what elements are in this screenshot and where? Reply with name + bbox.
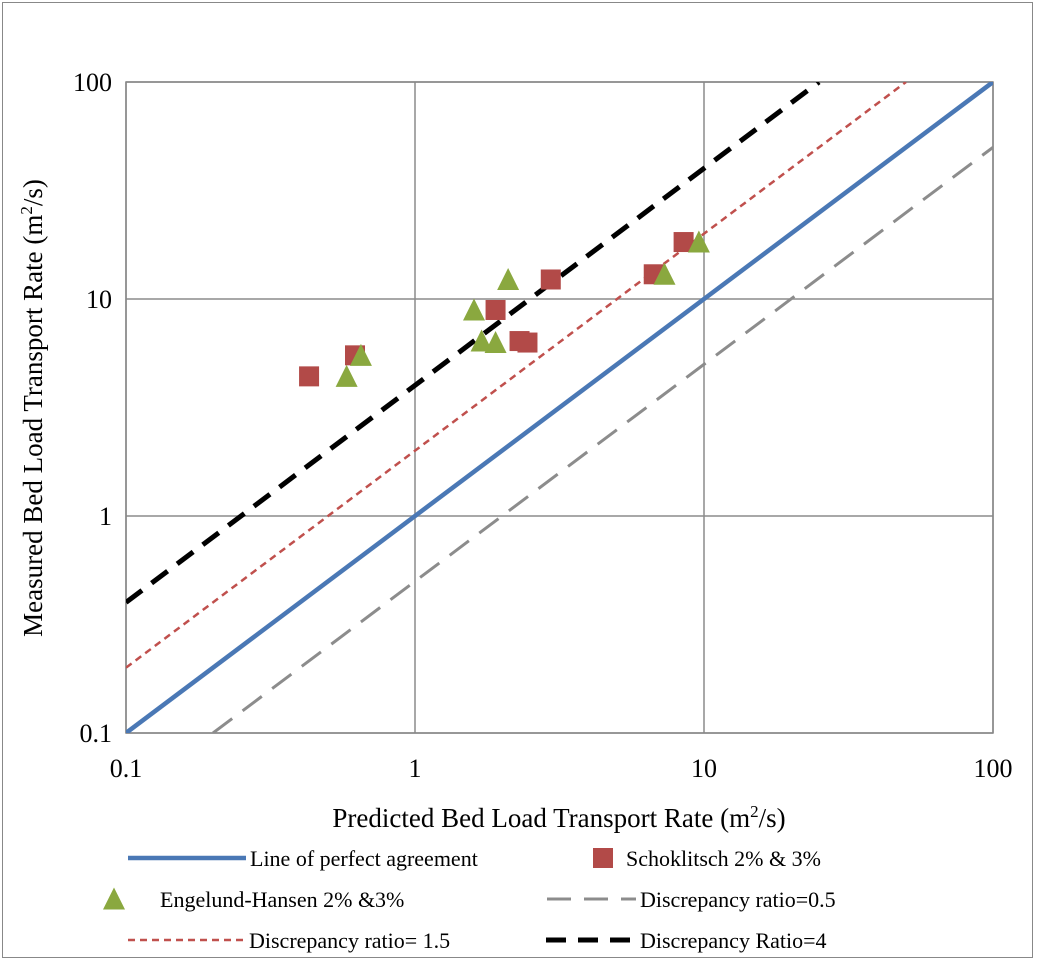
y-tick-label: 10 (86, 285, 112, 314)
y-tick-label: 100 (73, 68, 112, 97)
x-tick-label: 1 (409, 754, 422, 783)
data-point-triangle (687, 230, 710, 253)
x-tick-label: 100 (974, 754, 1013, 783)
data-markers (299, 230, 710, 387)
data-point-square (485, 299, 506, 320)
series-line-0 (126, 82, 993, 733)
legend-marker-swatch (103, 887, 125, 910)
y-axis-title: Measured Bed Load Transport Rate (m2/s) (17, 179, 48, 637)
data-point-triangle (470, 329, 493, 352)
data-point-square (517, 332, 538, 353)
legend-label: Schoklitsch 2% & 3% (626, 846, 821, 871)
y-tick-labels: 0.1 1 10 100 (73, 68, 112, 748)
data-point-square (299, 366, 320, 387)
data-point-triangle (462, 298, 485, 321)
legend-label: Engelund-Hansen 2% &3% (160, 887, 404, 912)
legend-item: Line of perfect agreement (128, 846, 478, 871)
legend-label: Discrepancy ratio= 1.5 (249, 928, 450, 953)
data-point-triangle (497, 267, 520, 290)
data-point-triangle (335, 364, 358, 387)
x-tick-label: 0.1 (110, 754, 143, 783)
legend-label: Line of perfect agreement (250, 846, 478, 871)
data-point-triangle (349, 343, 372, 366)
series-line-3 (212, 146, 993, 733)
plot-area-border (125, 81, 994, 734)
x-tick-label: 10 (691, 754, 717, 783)
reference-lines (126, 82, 993, 733)
data-point-square (540, 269, 561, 290)
y-tick-label: 0.1 (80, 719, 113, 748)
data-point-triangle (653, 262, 676, 285)
data-point-triangle (484, 331, 507, 354)
y-tick-label: 1 (99, 502, 112, 531)
legend-marker-swatch (593, 848, 613, 868)
series-line-5 (126, 82, 821, 605)
data-point-square (673, 232, 694, 253)
legend-item: Discrepancy Ratio=4 (546, 928, 827, 953)
series-line-4 (126, 82, 907, 669)
legend: Line of perfect agreement Schoklitsch 2% … (103, 846, 836, 953)
legend-item: Discrepancy ratio= 1.5 (128, 928, 450, 953)
legend-label: Discrepancy Ratio=4 (640, 928, 827, 953)
legend-item: Schoklitsch 2% & 3% (593, 846, 821, 871)
legend-item: Engelund-Hansen 2% &3% (103, 887, 404, 912)
legend-label: Discrepancy ratio=0.5 (640, 887, 836, 912)
x-tick-labels: 0.1 1 10 100 (110, 754, 1013, 783)
x-axis-title: Predicted Bed Load Transport Rate (m2/s) (332, 802, 785, 833)
legend-item: Discrepancy ratio=0.5 (547, 887, 836, 912)
